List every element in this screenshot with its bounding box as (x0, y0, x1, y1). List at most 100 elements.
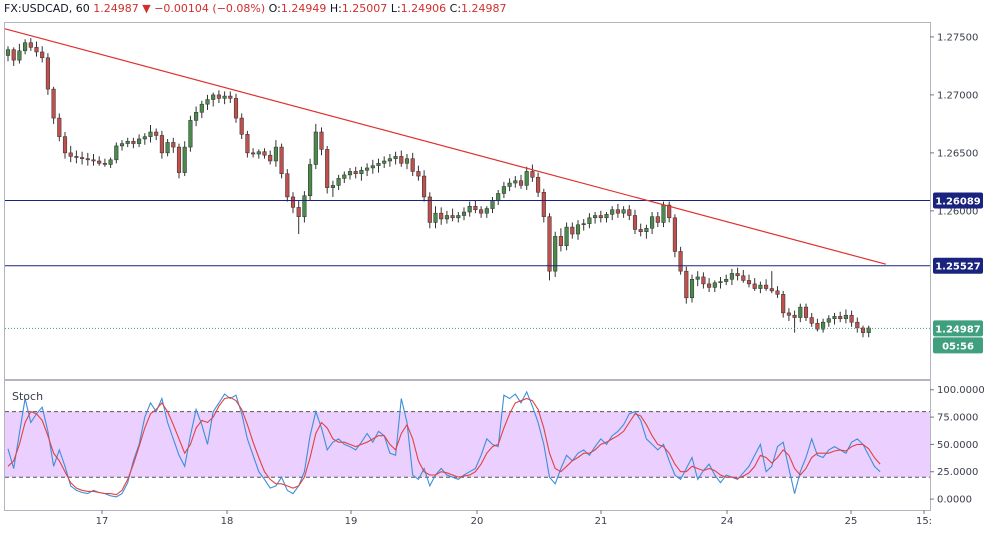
candle-body (262, 151, 267, 156)
candle-body (792, 314, 797, 318)
candle-body (855, 321, 860, 329)
stoch-tick-label: 100.0000 (937, 385, 985, 396)
candle-body (427, 196, 432, 223)
candle-body (843, 314, 848, 319)
high-value: 1.25007 (341, 2, 388, 15)
time-tick-label: 18 (221, 516, 234, 527)
candle-body (125, 141, 130, 144)
candle-body (718, 281, 723, 284)
candle-body (604, 214, 609, 219)
candle-body (821, 321, 826, 330)
candle-body (815, 323, 820, 330)
candle-body (615, 209, 620, 214)
candle-body (233, 98, 239, 119)
candle-body (490, 200, 495, 209)
level-tag: 1.26089 (935, 197, 981, 208)
candle-body (11, 49, 16, 61)
stoch-tick-label: 25.0000 (937, 467, 978, 478)
price-tick-label: 1.27500 (937, 32, 978, 43)
candle-body (279, 146, 284, 174)
price-tick-label: 1.27000 (937, 90, 978, 101)
candle-body (838, 316, 843, 319)
candle-body (194, 112, 199, 121)
candle-body (632, 215, 638, 230)
candle-body (501, 186, 506, 194)
low-value: 1.24906 (400, 2, 447, 15)
candle-body (496, 193, 501, 201)
candle-body (416, 171, 421, 177)
candle-body (188, 120, 193, 148)
stoch-lines-group (7, 390, 881, 498)
candle-body (365, 167, 370, 171)
candle-body (393, 156, 398, 159)
last-price-tag: 1.24987 (935, 324, 981, 335)
symbol-label: FX:USDCAD, 60 (4, 2, 90, 15)
countdown-tag: 05:56 (942, 341, 974, 352)
candle-body (148, 131, 153, 137)
candle-body (154, 131, 159, 136)
candle-body (23, 42, 28, 52)
candle-body (735, 273, 740, 277)
price-tick-label: 1.26000 (937, 206, 978, 217)
candle-body (536, 176, 541, 193)
candle-body (473, 205, 478, 210)
candle-body (507, 182, 512, 187)
candle-body (45, 57, 50, 90)
candle-body (62, 136, 68, 154)
candle-body (40, 51, 45, 59)
candle-body (575, 224, 581, 235)
level-tag: 1.25527 (935, 262, 981, 273)
candle-body (701, 276, 706, 285)
candle-body (308, 164, 313, 197)
candle-body (456, 215, 461, 219)
candle-body (28, 42, 33, 48)
candle-body (764, 284, 769, 289)
high-label: H: (329, 2, 342, 15)
candle-body (781, 294, 786, 314)
candle-body (5, 49, 11, 56)
candle-body (598, 215, 603, 219)
candle-body (353, 171, 358, 174)
candle-body (672, 217, 677, 252)
candle-body (479, 209, 484, 214)
candle-body (547, 216, 552, 272)
time-tick-label: 17 (96, 516, 109, 527)
candle-body (245, 134, 250, 154)
candle-body (97, 160, 102, 164)
candle-body (159, 135, 164, 154)
candle-body (80, 157, 85, 159)
candle-body (91, 159, 96, 162)
trend-line (4, 28, 886, 265)
candle-body (336, 178, 341, 186)
candle-body (102, 163, 107, 165)
time-tick-label: 19 (345, 516, 358, 527)
candle-body (57, 117, 62, 137)
candle-body (268, 154, 273, 162)
candle-body (296, 207, 301, 217)
candle-body (222, 95, 227, 99)
price-change: ▼ −0.00104 (−0.08%) (142, 2, 266, 15)
candle-body (798, 306, 803, 318)
close-value: 1.24987 (461, 2, 507, 15)
low-label: L: (390, 2, 401, 15)
candle-body (450, 215, 455, 219)
stoch-tick-label: 0.0000 (937, 495, 972, 506)
candle-body (131, 141, 136, 144)
candle-body (712, 282, 717, 288)
candle-body (319, 131, 324, 150)
candle-body (741, 275, 746, 281)
candle-body (467, 205, 472, 213)
time-tick-label: 24 (721, 516, 734, 527)
candle-body (290, 196, 296, 208)
candle-body (410, 158, 415, 172)
candle-body (74, 156, 79, 158)
candle-body (256, 151, 261, 155)
time-tick-label: 20 (471, 516, 484, 527)
candle-body (564, 226, 569, 246)
candle-body (68, 152, 73, 157)
level-tag-bg (933, 257, 983, 274)
stoch-band (5, 411, 930, 478)
candle-body (809, 317, 814, 324)
candle-body (176, 146, 182, 173)
